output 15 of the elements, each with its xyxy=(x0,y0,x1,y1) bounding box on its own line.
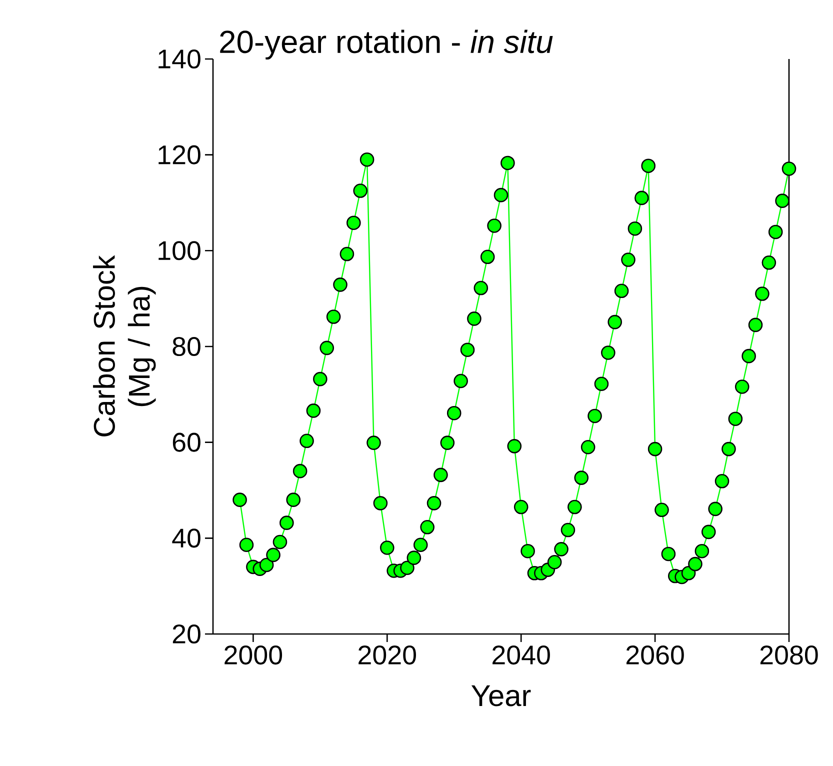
x-tick-label: 2060 xyxy=(626,646,684,665)
chart-title: 20-year rotation - in situ xyxy=(220,30,553,60)
y-tick-label: 20 xyxy=(172,624,200,644)
x-axis-title: Year xyxy=(471,685,531,706)
y-tick-label: 60 xyxy=(172,432,200,452)
y-axis-title: Carbon Stock (Mg / ha) xyxy=(93,255,156,436)
y-tick-label: 140 xyxy=(158,49,200,69)
y-tick-label: 40 xyxy=(172,528,200,548)
x-tick-label: 2000 xyxy=(224,646,282,665)
y-tick-label: 120 xyxy=(158,145,200,164)
y-tick-label: 80 xyxy=(172,336,200,356)
x-tick-label: 2080 xyxy=(760,646,818,665)
x-tick-label: 2040 xyxy=(492,646,550,665)
x-tick-label: 2020 xyxy=(358,646,416,665)
y-tick-label: 100 xyxy=(158,241,200,260)
